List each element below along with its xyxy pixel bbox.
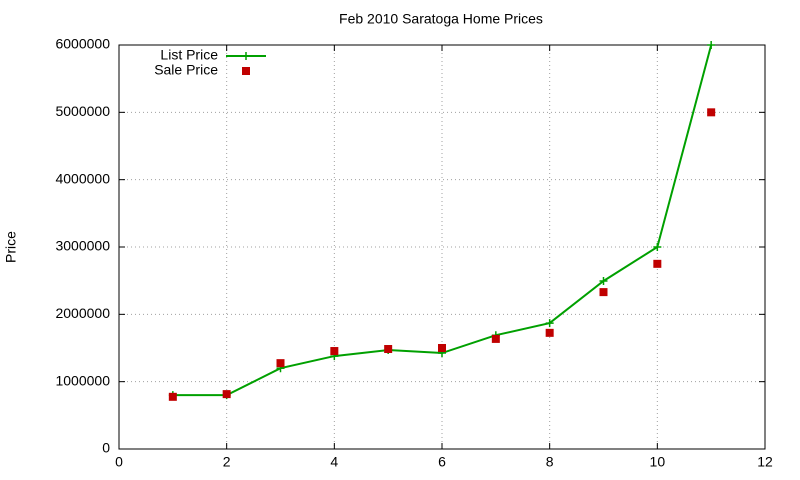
x-tick-label: 0 — [115, 454, 123, 470]
chart-title: Feb 2010 Saratoga Home Prices — [339, 11, 543, 27]
x-tick-label: 4 — [330, 454, 338, 470]
y-tick-label: 2000000 — [55, 305, 110, 321]
legend-marker — [242, 67, 250, 75]
square-marker — [330, 347, 339, 356]
plus-marker — [707, 41, 716, 49]
y-tick-label: 3000000 — [55, 238, 110, 254]
legend-label: List Price — [160, 47, 218, 63]
square-marker — [545, 328, 554, 337]
y-tick-label: 0 — [102, 440, 110, 456]
y-tick-label: 5000000 — [55, 103, 110, 119]
x-tick-label: 10 — [650, 454, 666, 470]
x-tick-label: 6 — [438, 454, 446, 470]
y-axis-label: Price — [3, 231, 19, 263]
y-tick-label: 6000000 — [55, 36, 110, 52]
x-tick-label: 8 — [546, 454, 554, 470]
square-marker — [599, 288, 608, 297]
square-marker — [438, 344, 446, 352]
legend-marker — [242, 52, 250, 60]
y-tick-label: 4000000 — [55, 170, 110, 186]
square-marker — [491, 334, 500, 343]
square-marker — [384, 345, 393, 354]
y-tick-label: 1000000 — [55, 372, 110, 388]
square-marker — [653, 259, 662, 268]
plot-border — [118, 44, 766, 450]
square-marker — [276, 359, 285, 368]
square-marker — [707, 108, 716, 117]
legend-label: Sale Price — [154, 62, 218, 78]
plus-marker — [599, 277, 608, 286]
square-marker — [168, 392, 177, 401]
x-tick-label: 12 — [757, 454, 773, 470]
plus-marker — [545, 319, 554, 328]
plus-marker — [653, 243, 662, 251]
square-marker — [222, 390, 231, 399]
x-tick-label: 2 — [223, 454, 231, 470]
